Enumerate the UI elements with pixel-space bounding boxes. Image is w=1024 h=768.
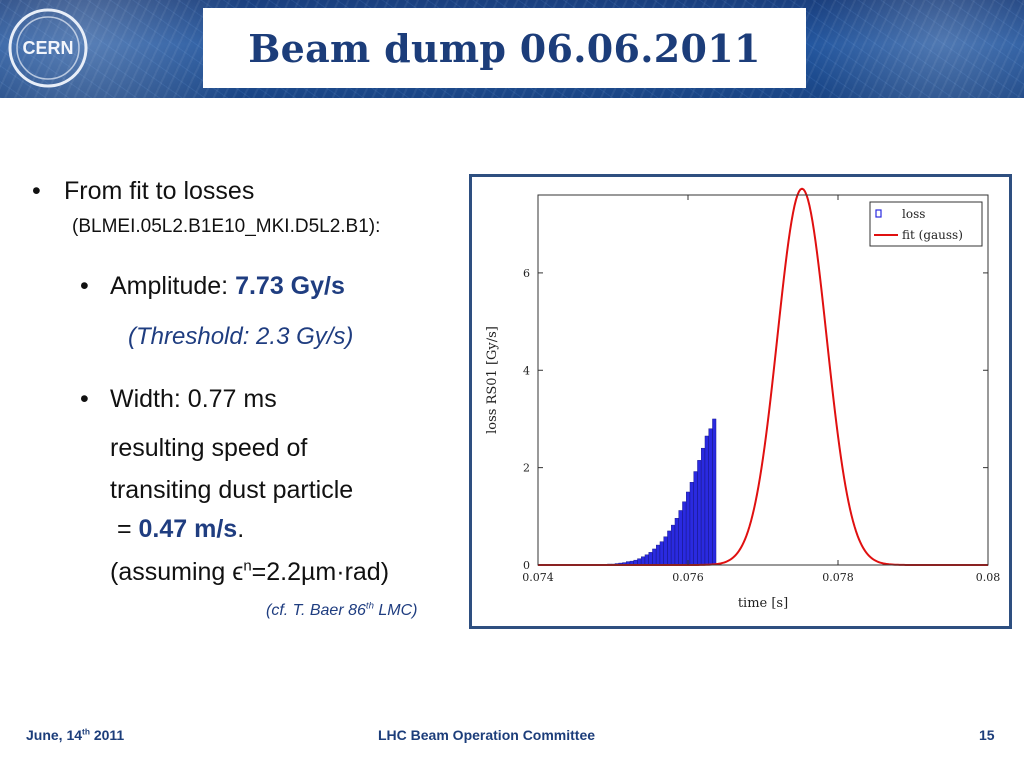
speed-value-line: = 0.47 m/s.: [110, 515, 245, 543]
slide-title: Beam dump 06.06.2011: [248, 26, 761, 71]
legend-box: [869, 201, 983, 247]
loss-bar: [641, 556, 645, 566]
emittance-line: (assuming ϵn=2.2µm·rad): [110, 557, 390, 586]
y-tick-label: 6: [523, 267, 530, 280]
loss-fit-chart: 0.074 0.076 0.078 0.08 0 2 4 6 time [s] loss RS…: [485, 187, 1000, 611]
loss-bars: [607, 418, 717, 566]
bullet-dot-icon: •: [32, 177, 41, 205]
loss-bar: [656, 544, 660, 566]
bullet-dot-icon: •: [80, 385, 89, 413]
loss-bar: [674, 518, 679, 566]
title-box: Beam dump 06.06.2011: [203, 8, 806, 88]
cern-logo-icon: CERN: [8, 8, 88, 88]
chart-legend: loss fit (gauss): [869, 201, 983, 247]
loss-bar: [644, 554, 649, 566]
loss-bar: [667, 530, 672, 566]
loss-bar: [659, 541, 664, 566]
x-tick-label: 0.076: [672, 571, 704, 584]
loss-bar: [663, 536, 668, 566]
loss-bar: [708, 428, 713, 566]
plot-frame: 0.074 0.076 0.078 0.08 0 2 4 6 time [s] loss RS…: [469, 174, 1012, 629]
loss-bar: [697, 460, 702, 566]
blm-name: (BLMEI.05L2.B1E10_MKI.D5L2.B1):: [72, 216, 381, 237]
loss-bar: [678, 510, 683, 566]
plot-axes-box: [537, 194, 989, 566]
y-tick-label: 2: [523, 462, 530, 475]
speed-line-1: resulting speed of: [110, 434, 308, 462]
reference-note: (cf. T. Baer 86th LMC): [266, 600, 418, 619]
x-tick-label: 0.08: [976, 571, 1001, 584]
loss-bar: [671, 524, 675, 566]
legend-swatch-loss: [875, 209, 882, 218]
bullet-dot-icon: •: [80, 272, 89, 300]
y-tick-label: 0: [523, 559, 530, 572]
footer-committee: LHC Beam Operation Committee: [378, 727, 596, 743]
threshold-text: (Threshold: 2.3 Gy/s): [128, 323, 354, 350]
speed-value: 0.47 m/s: [138, 515, 238, 543]
loss-bar: [693, 471, 698, 566]
svg-text:CERN: CERN: [22, 38, 73, 58]
axis-ticks: 0.074 0.076 0.078 0.08 0 2 4 6: [522, 195, 1000, 584]
y-axis-label: loss RS01 [Gy/s]: [485, 326, 500, 434]
y-tick-label: 4: [523, 364, 530, 377]
page-number: 15: [979, 727, 995, 743]
loss-bar: [689, 482, 694, 566]
amplitude-value: 7.73 Gy/s: [235, 272, 345, 300]
x-tick-label: 0.074: [522, 571, 554, 584]
x-axis-label: time [s]: [738, 596, 788, 611]
loss-bar: [701, 447, 705, 566]
loss-bar: [648, 552, 653, 566]
legend-label-fit: fit (gauss): [902, 228, 963, 242]
footer-date: June, 14th 2011: [26, 726, 125, 743]
loss-bar: [652, 548, 657, 566]
width-line: • Width: 0.77 ms: [80, 385, 277, 413]
loss-bar: [686, 491, 690, 566]
loss-bar: [682, 501, 687, 566]
amplitude-line: • Amplitude: 7.73 Gy/s: [80, 272, 345, 300]
legend-label-loss: loss: [902, 207, 925, 221]
x-tick-label: 0.078: [822, 571, 854, 584]
loss-bar: [704, 435, 709, 566]
speed-line-2: transiting dust particle: [110, 476, 354, 504]
loss-bar: [712, 418, 717, 566]
header-banner: CERN Beam dump 06.06.2011: [0, 0, 1024, 98]
